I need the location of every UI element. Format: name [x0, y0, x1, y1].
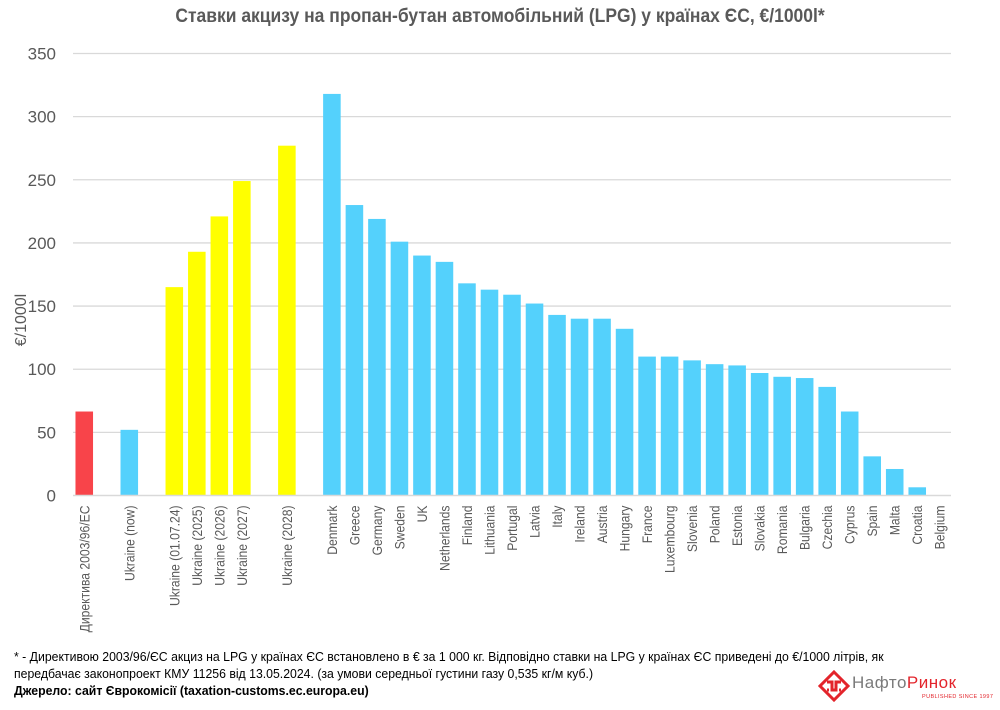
x-tick-label: Ukraine (2025) [189, 506, 205, 586]
x-tick-label: Netherlands [437, 506, 453, 571]
bar-czechia [818, 386, 836, 496]
bar-croatia [908, 487, 927, 496]
y-tick-label: 50 [37, 423, 56, 442]
x-tick-label: Slovakia [752, 505, 768, 552]
bar-sweden [390, 241, 409, 496]
y-axis-label: €/1000l [13, 294, 30, 347]
bar-netherlands [435, 261, 454, 496]
footnote: * - Директивою 2003/96/ЄС акциз на LPG у… [14, 648, 925, 699]
x-tick-label: Bulgaria [797, 505, 813, 550]
logo-tagline: PUBLISHED SINCE 1997 [922, 694, 994, 700]
x-tick-label: Finland [459, 506, 475, 546]
x-axis-labels: Директива 2003/96/ЕС Ukraine (now) Ukraine… [77, 505, 948, 633]
bar-poland [705, 364, 724, 496]
y-tick-label: 350 [28, 45, 56, 64]
bar-chart: 0 50 100 150 200 250 300 350 Директива 2003/96/… [13, 45, 951, 633]
bar-germany [368, 218, 386, 496]
chart-title: Ставки акцизу на пропан-бутан автомобіль… [175, 6, 825, 27]
logo-name-part1: Нафто [852, 673, 907, 692]
logo-mark-icon [818, 670, 850, 702]
bar-italy [548, 314, 566, 496]
y-tick-label: 250 [28, 171, 56, 190]
bar-ukraine-2025- [188, 251, 206, 496]
naftorynok-logo: НафтоРинок PUBLISHED SINCE 1997 [818, 670, 998, 706]
footnote-line-1: * - Директивою 2003/96/ЄС акциз на LPG у… [14, 649, 884, 664]
x-tick-label: Ukraine (01.07.24) [167, 506, 183, 607]
bar-cyprus [840, 411, 859, 496]
bar-ukraine-2027- [233, 181, 251, 496]
bars [75, 93, 927, 496]
x-tick-label: Ireland [572, 506, 588, 543]
x-tick-label: Luxembourg [662, 506, 678, 573]
x-tick-label: Ukraine (now) [122, 506, 138, 582]
y-tick-label: 150 [28, 297, 56, 316]
logo-name-part2: Ринок [906, 673, 957, 692]
x-tick-label: Slovenia [684, 505, 700, 552]
x-tick-label: Romania [775, 505, 791, 554]
source-note: Джерело: сайт Єврокомісії (taxation-cust… [14, 683, 369, 698]
bar-slovenia [683, 360, 701, 496]
y-axis-ticks: 0 50 100 150 200 250 300 350 [28, 45, 56, 506]
x-tick-label: Denmark [324, 505, 340, 555]
bar-austria [593, 318, 611, 496]
x-tick-label: UK [414, 505, 430, 522]
x-tick-label: Cyprus [842, 506, 858, 544]
x-tick-label: Portugal [504, 506, 520, 551]
bar-hungary [615, 328, 634, 496]
x-tick-label: Ukraine (2027) [234, 506, 250, 586]
bar-greece [345, 205, 364, 496]
bar-ukraine-now- [120, 429, 139, 496]
bar-luxembourg [660, 356, 679, 496]
x-tick-label: Ukraine (2026) [212, 506, 228, 586]
bar-ukraine-2028- [278, 145, 296, 496]
x-tick-label: Czechia [820, 505, 836, 550]
footnote-line-2: передбачає законопроект КМУ 11256 від 13… [14, 666, 594, 681]
x-tick-label: France [639, 506, 655, 544]
x-tick-label: Germany [369, 505, 385, 555]
bar-malta [885, 468, 904, 496]
bar-bulgaria [795, 378, 814, 496]
bar-estonia [728, 365, 746, 496]
bar-finland [458, 283, 476, 496]
bar-slovakia [750, 373, 769, 496]
bar-portugal [503, 294, 521, 496]
x-tick-label: Greece [347, 506, 363, 546]
x-tick-label: Spain [865, 506, 881, 537]
x-tick-label: Estonia [730, 505, 746, 546]
x-tick-label: Poland [707, 506, 723, 544]
x-tick-label: Ukraine (2028) [279, 506, 295, 586]
bar-latvia [525, 303, 544, 496]
x-tick-label: Malta [887, 505, 903, 535]
bar-ukraine-01-07-24- [165, 287, 184, 496]
y-tick-label: 0 [47, 487, 56, 506]
x-tick-label: Austria [594, 505, 610, 544]
x-tick-label: Sweden [392, 506, 408, 550]
x-tick-label: Latvia [527, 505, 543, 538]
bar-romania [773, 376, 791, 496]
bar-uk [413, 255, 431, 496]
x-tick-label: Lithuania [482, 505, 498, 555]
bar-spain [863, 456, 881, 496]
bar-ukraine-2026- [210, 216, 229, 496]
bar-lithuania [480, 289, 499, 496]
x-tick-label: Croatia [910, 505, 926, 545]
bar-denmark [323, 93, 341, 496]
y-tick-label: 200 [28, 234, 56, 253]
x-tick-label: Директива 2003/96/ЕС [77, 506, 93, 633]
bar-france [638, 356, 656, 496]
x-tick-label: Hungary [617, 505, 633, 551]
y-tick-label: 300 [28, 108, 56, 127]
bar-директива-2003-96-ес [75, 411, 94, 496]
x-tick-label: Italy [549, 505, 565, 528]
y-tick-label: 100 [28, 360, 56, 379]
bar-ireland [570, 318, 589, 496]
x-tick-label: Belgium [932, 506, 948, 550]
